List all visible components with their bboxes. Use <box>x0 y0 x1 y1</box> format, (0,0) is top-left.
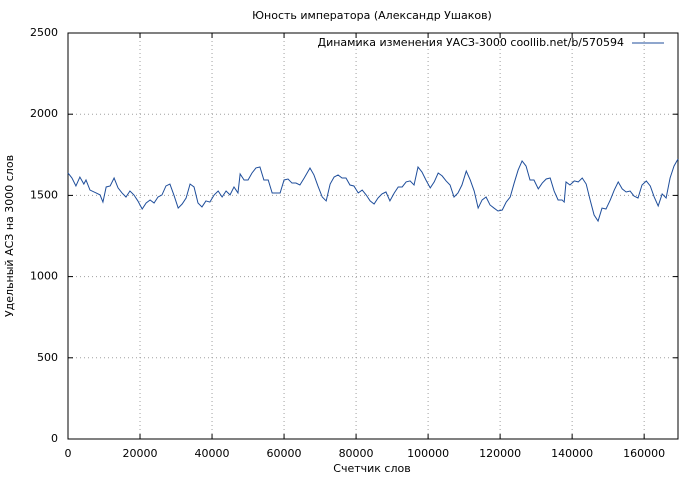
x-tick-label: 120000 <box>479 447 521 460</box>
x-tick-label: 0 <box>65 447 72 460</box>
x-tick-label: 140000 <box>551 447 593 460</box>
data-line <box>67 158 679 223</box>
x-tick-label: 60000 <box>267 447 302 460</box>
x-tick-label: 40000 <box>195 447 230 460</box>
y-tick-label: 1000 <box>30 270 58 283</box>
y-tick-label: 0 <box>51 432 58 445</box>
x-tick-label: 20000 <box>123 447 158 460</box>
plot-frame <box>67 32 679 440</box>
x-tick-label: 100000 <box>407 447 449 460</box>
chart-title: Юность императора (Александр Ушаков) <box>252 9 492 22</box>
y-tick-label: 2000 <box>30 107 58 120</box>
y-tick-label: 1500 <box>30 188 58 201</box>
legend-label: Динамика изменения УАСЗ-3000 coollib.net… <box>318 36 625 49</box>
y-tick-label: 500 <box>37 351 58 364</box>
x-tick-label: 80000 <box>339 447 374 460</box>
y-tick-label: 2500 <box>30 26 58 39</box>
y-axis-label: Удельный АСЗ на 3000 слов <box>3 155 16 317</box>
x-axis-label: Счетчик слов <box>333 462 410 475</box>
x-tick-label: 160000 <box>623 447 665 460</box>
